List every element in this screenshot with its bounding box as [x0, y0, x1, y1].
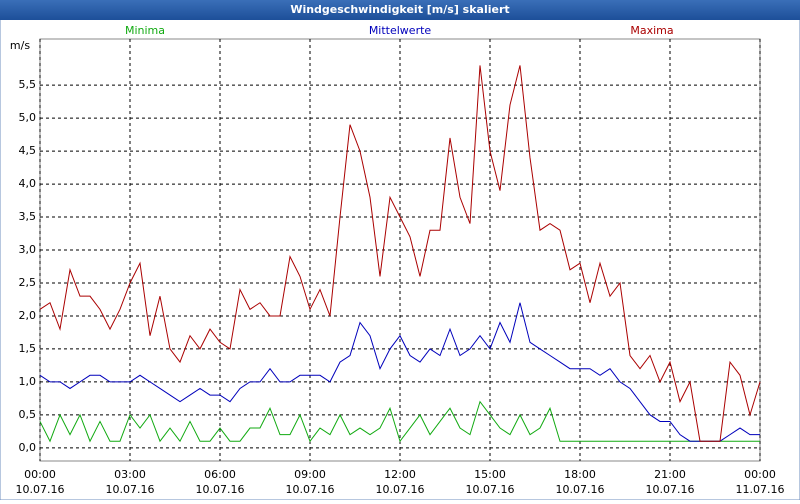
y-tick-label: 3,5 [19, 210, 37, 223]
legend-entry: Maxima [630, 24, 673, 37]
legend-entry: Mittelwerte [369, 24, 432, 37]
x-tick-label: 21:00 [654, 468, 686, 481]
series-line [39, 400, 760, 443]
x-tick-date: 10.07.16 [196, 483, 245, 496]
y-tick-label: 1,5 [19, 342, 37, 355]
y-tick-label: 0,5 [19, 408, 37, 421]
x-tick-label: 03:00 [114, 468, 146, 481]
y-tick-label: 5,5 [19, 78, 37, 91]
y-tick-label: 1,0 [19, 375, 37, 388]
x-tick-label: 00:00 [744, 468, 776, 481]
x-tick-label: 06:00 [204, 468, 236, 481]
y-tick-label: 3,0 [19, 243, 37, 256]
title-bar [0, 0, 800, 20]
y-tick-label: 4,5 [19, 144, 37, 157]
y-tick-label: 2,0 [19, 309, 37, 322]
chart-title: Windgeschwindigkeit [m/s] skaliert [290, 3, 509, 16]
series-line [39, 65, 761, 442]
x-tick-date: 10.07.16 [646, 483, 695, 496]
x-tick-date: 10.07.16 [466, 483, 515, 496]
y-tick-label: 2,5 [19, 276, 37, 289]
x-tick-date: 10.07.16 [376, 483, 425, 496]
x-tick-label: 00:00 [24, 468, 56, 481]
x-tick-label: 12:00 [384, 468, 416, 481]
y-tick-label: 5,0 [19, 111, 37, 124]
y-tick-label: 0,0 [19, 441, 37, 454]
x-tick-date: 11.07.16 [736, 483, 785, 496]
y-axis-label: m/s [10, 39, 30, 52]
x-tick-date: 10.07.16 [106, 483, 155, 496]
series-line [39, 302, 760, 442]
legend-entry: Minima [125, 24, 165, 37]
y-tick-label: 4,0 [19, 177, 37, 190]
x-tick-label: 15:00 [474, 468, 506, 481]
x-tick-date: 10.07.16 [16, 483, 65, 496]
x-tick-label: 09:00 [294, 468, 326, 481]
x-tick-label: 18:00 [564, 468, 596, 481]
x-tick-date: 10.07.16 [556, 483, 605, 496]
x-tick-date: 10.07.16 [286, 483, 335, 496]
